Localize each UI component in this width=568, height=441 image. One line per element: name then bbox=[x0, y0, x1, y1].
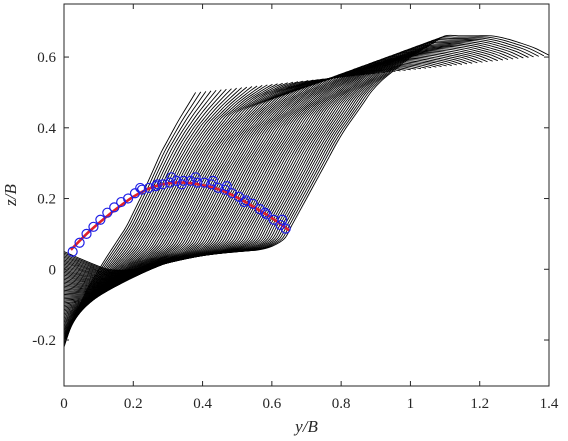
fit-line bbox=[70, 181, 290, 251]
data-marker bbox=[280, 223, 291, 234]
family-curve bbox=[63, 71, 386, 297]
data-marker bbox=[192, 177, 203, 188]
x-tick-label: 1 bbox=[407, 396, 415, 412]
y-tick-label: 0.2 bbox=[37, 192, 56, 208]
data-marker bbox=[254, 204, 265, 215]
data-marker bbox=[102, 207, 113, 218]
data-marker bbox=[74, 237, 85, 248]
family-curve bbox=[63, 47, 498, 279]
data-marker bbox=[88, 221, 99, 232]
data-marker bbox=[171, 175, 182, 186]
data-marker bbox=[81, 228, 92, 240]
x-tick-label: 0.4 bbox=[193, 396, 212, 412]
data-marker bbox=[152, 179, 163, 190]
x-tick-label: 0.2 bbox=[124, 396, 143, 412]
x-tick-label: 0 bbox=[60, 396, 68, 412]
family-curve bbox=[63, 48, 493, 279]
y-tick-label: 0.4 bbox=[37, 121, 56, 137]
y-tick-label: -0.2 bbox=[32, 333, 56, 349]
family-curve bbox=[63, 34, 550, 271]
x-tick-label: 1.2 bbox=[470, 396, 489, 412]
family-curve bbox=[63, 62, 432, 289]
y-tick-label: 0.6 bbox=[37, 50, 56, 66]
x-tick-label: 0.8 bbox=[332, 396, 351, 412]
data-marker bbox=[185, 175, 196, 186]
data-marker bbox=[109, 202, 120, 213]
data-marker bbox=[150, 181, 161, 192]
data-marker bbox=[221, 181, 232, 192]
plot-frame bbox=[63, 3, 550, 387]
x-tick-label: 1.4 bbox=[540, 396, 559, 412]
y-axis-label: z/B bbox=[1, 184, 20, 207]
data-marker bbox=[136, 184, 148, 195]
data-marker bbox=[259, 207, 271, 218]
data-marker bbox=[239, 196, 250, 208]
tick-layer: 0 0.2 0.4 0.6 0.8 1 1.2 1.4 -0.2 0 0.2 0.4 0.6 bbox=[32, 4, 559, 412]
data-marker bbox=[277, 214, 288, 225]
data-marker bbox=[166, 172, 177, 183]
data-marker bbox=[67, 246, 78, 257]
x-axis-label: y/B bbox=[293, 417, 318, 436]
data-marker bbox=[164, 177, 175, 188]
data-marker bbox=[157, 179, 168, 190]
data-marker bbox=[207, 175, 219, 186]
data-marker bbox=[190, 172, 201, 183]
data-marker bbox=[122, 193, 134, 204]
data-marker bbox=[135, 182, 146, 194]
curve-family-layer bbox=[63, 34, 550, 348]
data-marker bbox=[261, 209, 272, 220]
data-marker bbox=[95, 214, 106, 225]
marker-layer bbox=[67, 172, 291, 257]
x-tick-label: 0.6 bbox=[262, 396, 281, 412]
y-tick-label: 0 bbox=[49, 262, 57, 278]
data-marker bbox=[275, 219, 286, 231]
family-curve bbox=[63, 64, 422, 291]
data-marker bbox=[176, 179, 187, 190]
fit-layer bbox=[70, 181, 290, 251]
